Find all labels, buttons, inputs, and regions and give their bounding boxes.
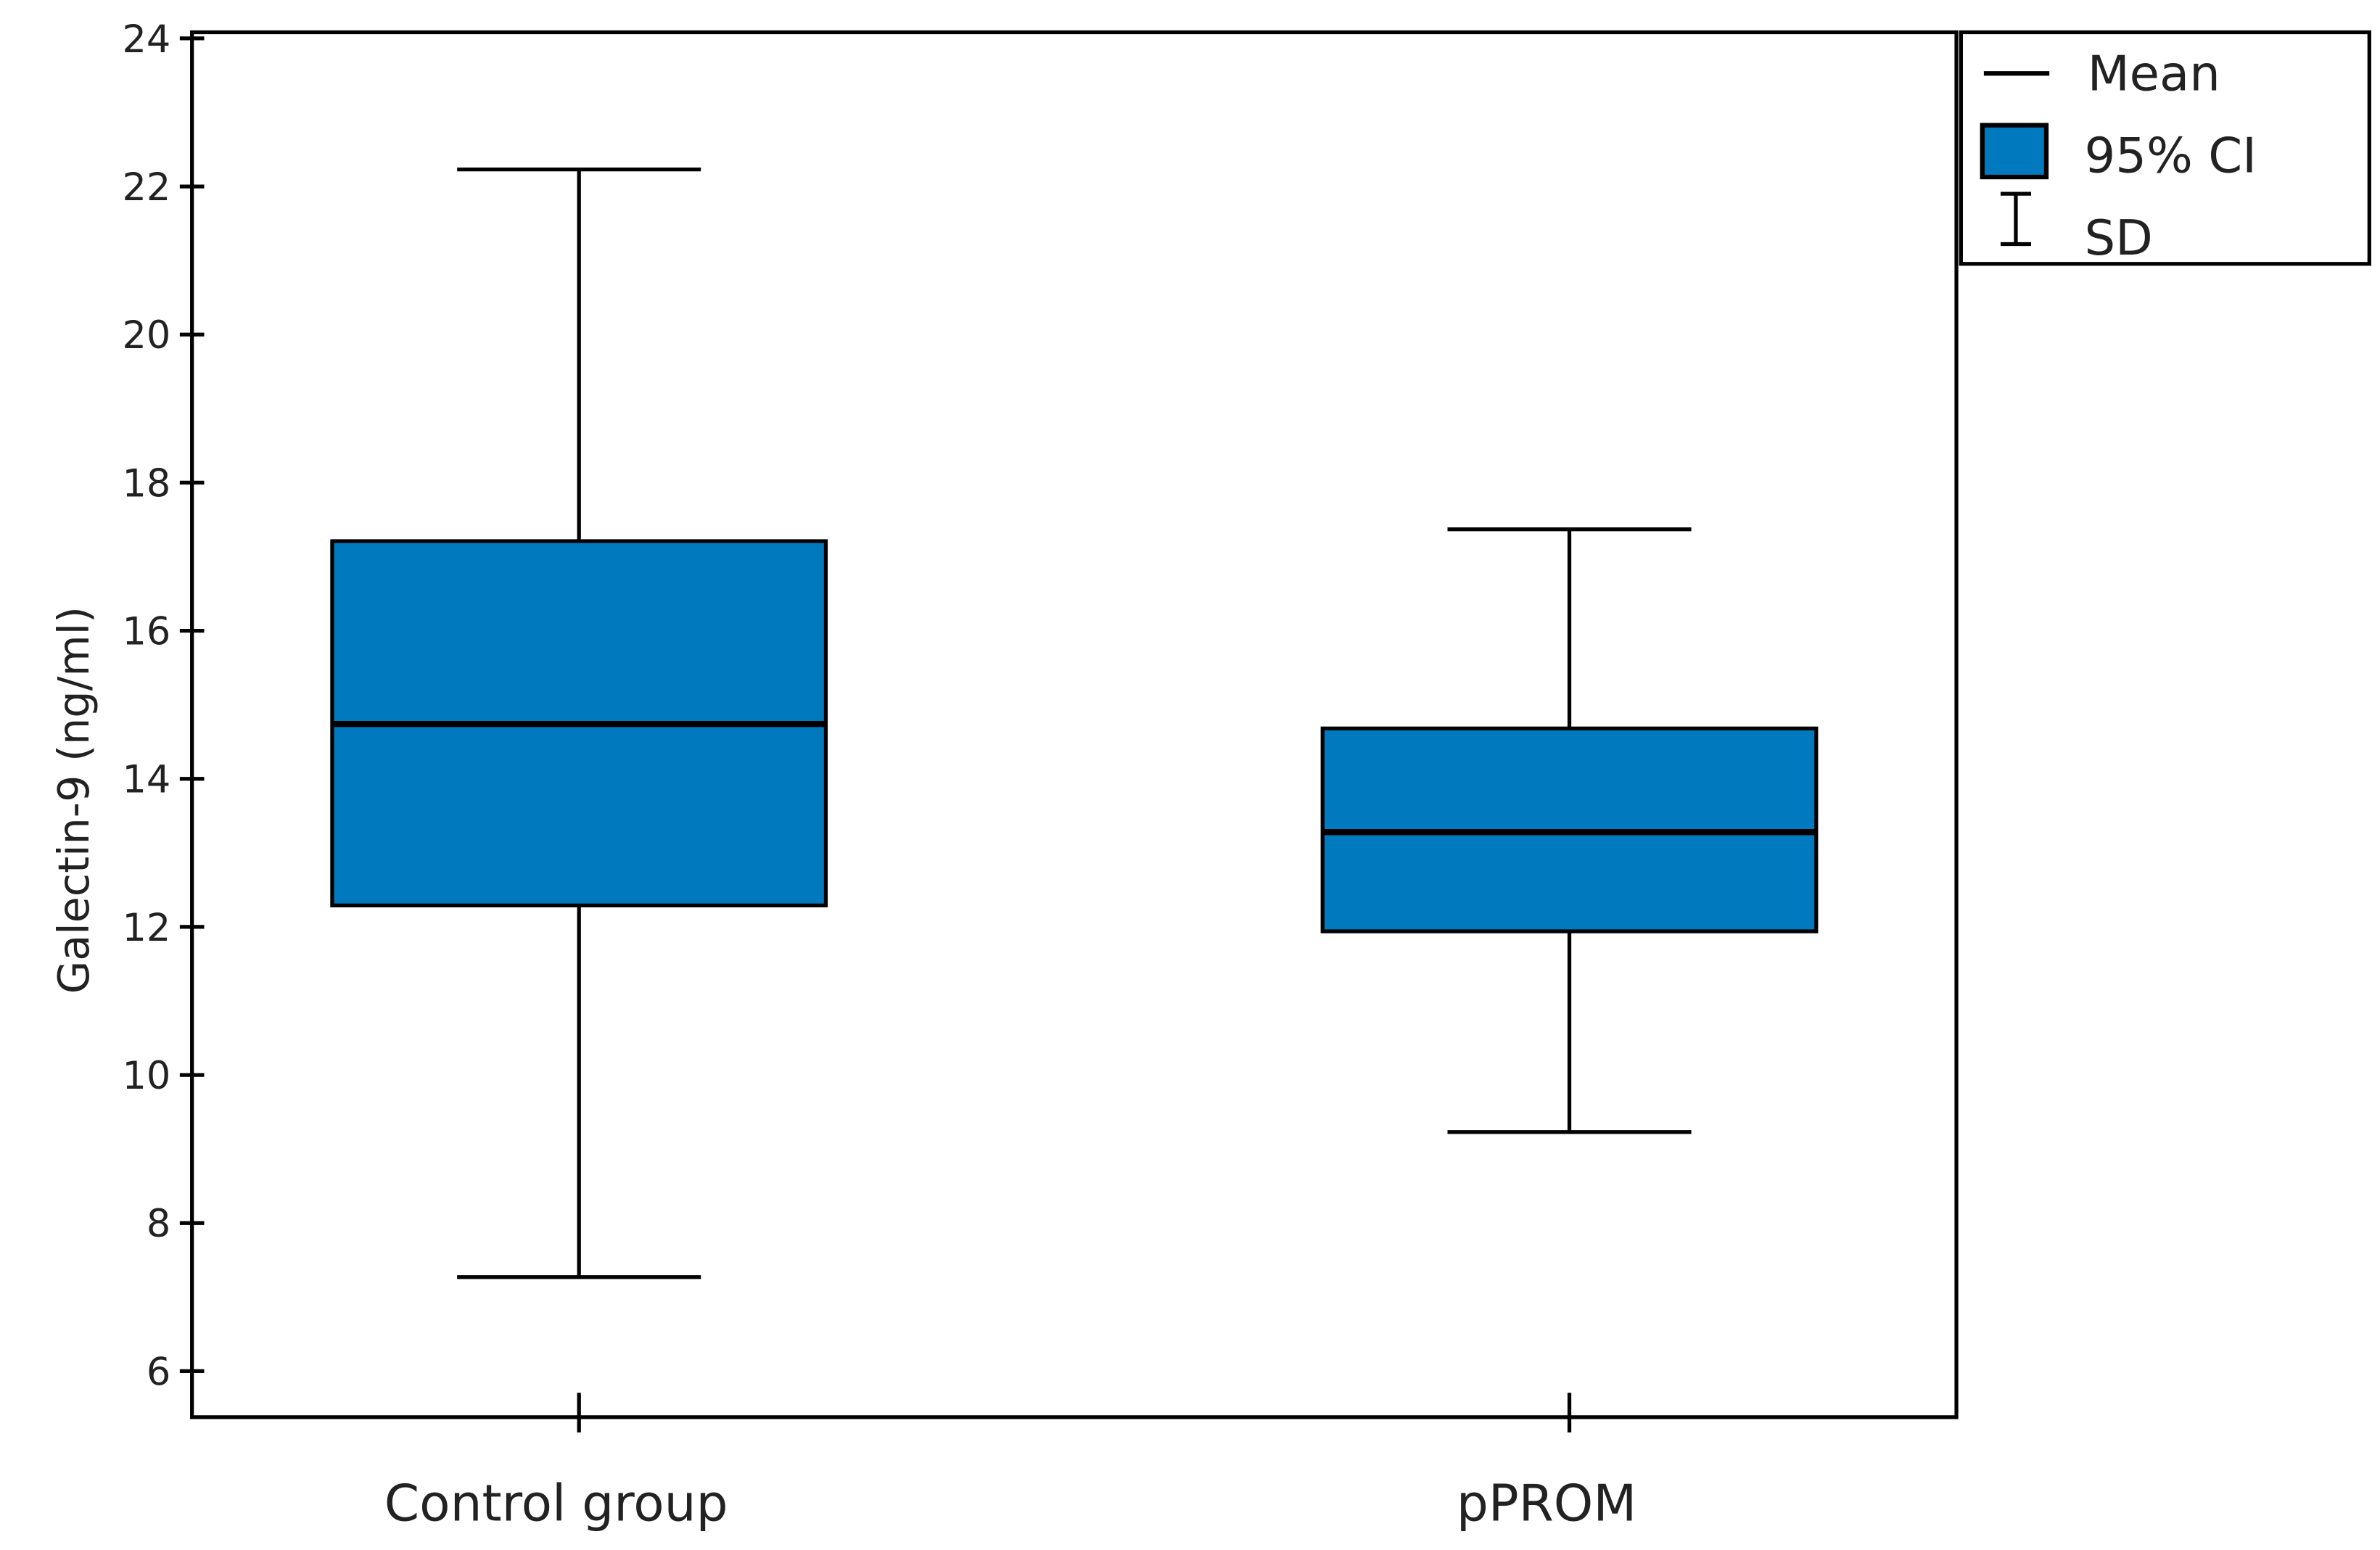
legend-label-mean: Mean: [2088, 45, 2220, 102]
y-tick-label: 12: [122, 906, 170, 950]
plot-frame: [190, 30, 1959, 1419]
y-tick-label: 20: [122, 313, 170, 358]
y-tick-label: 10: [122, 1054, 170, 1098]
y-tick-label: 22: [122, 165, 170, 210]
y-axis-label: Galectin-9 (ng/ml): [49, 606, 99, 994]
legend: Mean 95% CI SD: [1959, 30, 2371, 266]
x-tick-label: Control group: [384, 1475, 728, 1533]
legend-label-ci: 95% CI: [2085, 128, 2257, 184]
ci-legend-icon: [1980, 123, 2049, 180]
y-tick-label: 18: [122, 461, 170, 506]
x-tick-label: pPROM: [1457, 1475, 1636, 1533]
y-tick-label: 16: [122, 609, 170, 654]
legend-label-sd: SD: [2085, 210, 2153, 266]
y-tick-label: 24: [122, 17, 170, 62]
y-tick-label: 8: [147, 1202, 170, 1246]
y-tick-label: 6: [147, 1350, 170, 1394]
y-tick-label: 14: [122, 758, 170, 802]
